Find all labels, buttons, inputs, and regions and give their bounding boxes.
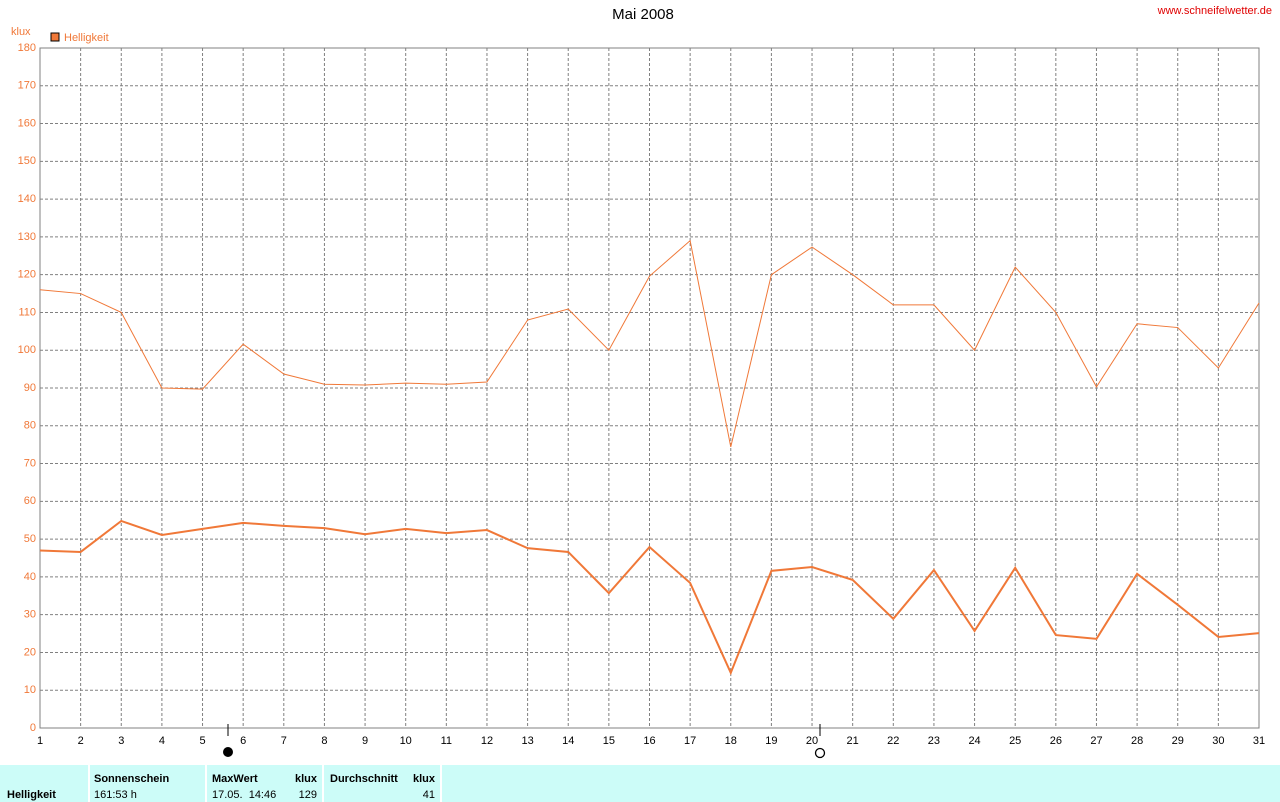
x-tick-label: 29 [1172,735,1184,747]
footer-row-label: Helligkeit [7,789,56,801]
x-tick-label: 26 [1050,735,1062,747]
x-tick-label: 25 [1009,735,1021,747]
y-tick-label: 60 [24,495,36,507]
footer-value: 41 [423,789,435,801]
x-tick-label: 5 [199,735,205,747]
x-tick-label: 24 [968,735,980,747]
x-tick-label: 11 [441,735,452,747]
x-tick-label: 6 [240,735,246,747]
y-tick-label: 120 [18,269,36,281]
y-tick-label: 50 [24,533,36,545]
footer-time: 17.05. 14:46 [212,789,276,801]
x-tick-label: 23 [928,735,940,747]
footer: Helligkeit Sonnenschein 161:53 h MaxWert… [0,765,1280,802]
y-tick-label: 80 [24,420,36,432]
x-tick-label: 7 [281,735,287,747]
y-tick-label: 140 [18,193,36,205]
x-tick-label: 14 [562,735,574,747]
x-tick-label: 2 [78,735,84,747]
x-tick-label: 22 [887,735,899,747]
footer-header: Durchschnitt [330,773,398,785]
y-tick-label: 130 [18,231,36,243]
x-tick-label: 8 [321,735,327,747]
y-tick-label: 0 [30,722,36,734]
x-tick-label: 15 [603,735,615,747]
series-line [39,239,1260,448]
x-tick-label: 27 [1090,735,1102,747]
x-tick-label: 21 [847,735,859,747]
y-tick-label: 40 [24,571,36,583]
footer-bg [0,765,1280,802]
x-tick-label: 17 [684,735,696,747]
x-tick-label: 12 [481,735,493,747]
x-tick-label: 18 [725,735,737,747]
footer-unit: klux [295,773,318,785]
x-tick-label: 19 [765,735,777,747]
y-axis-label: klux [11,26,31,38]
y-tick-label: 180 [18,42,36,54]
full-moon [814,747,826,759]
y-tick-label: 160 [18,117,36,129]
source: www.schneifelwetter.de [1157,5,1272,17]
legend-entry: Helligkeit [64,32,109,44]
x-tick-label: 20 [806,735,818,747]
y-tick-label: 170 [18,80,36,92]
footer-header: MaxWert [212,773,258,785]
y-tick-label: 90 [24,382,36,394]
y-tick-label: 150 [18,155,36,167]
x-tick-label: 31 [1253,735,1265,747]
x-tick-label: 13 [521,735,533,747]
x-tick-label: 3 [118,735,124,747]
y-tick-label: 100 [18,344,36,356]
x-tick-label: 16 [643,735,655,747]
series-line [39,519,1260,676]
x-tick-label: 10 [400,735,412,747]
footer-unit: klux [413,773,436,785]
x-tick-label: 30 [1212,735,1224,747]
footer-value: 129 [299,789,317,801]
footer-value: 161:53 h [94,789,137,801]
x-tick-label: 1 [37,735,43,747]
plot-area: 0102030405060708090100110120130140150160… [18,42,1265,747]
plot-frame [39,47,1260,729]
legend-swatch [50,32,60,42]
y-tick-label: 20 [24,646,36,658]
y-tick-label: 10 [24,684,36,696]
y-tick-label: 110 [18,306,36,318]
y-tick-label: 30 [24,609,36,621]
x-tick-label: 28 [1131,735,1143,747]
chart-title: Mai 2008 [612,6,674,23]
footer-header: Sonnenschein [94,773,169,785]
x-tick-label: 9 [362,735,368,747]
new-moon [223,747,233,757]
x-tick-label: 4 [159,735,165,747]
y-tick-label: 70 [24,457,36,469]
